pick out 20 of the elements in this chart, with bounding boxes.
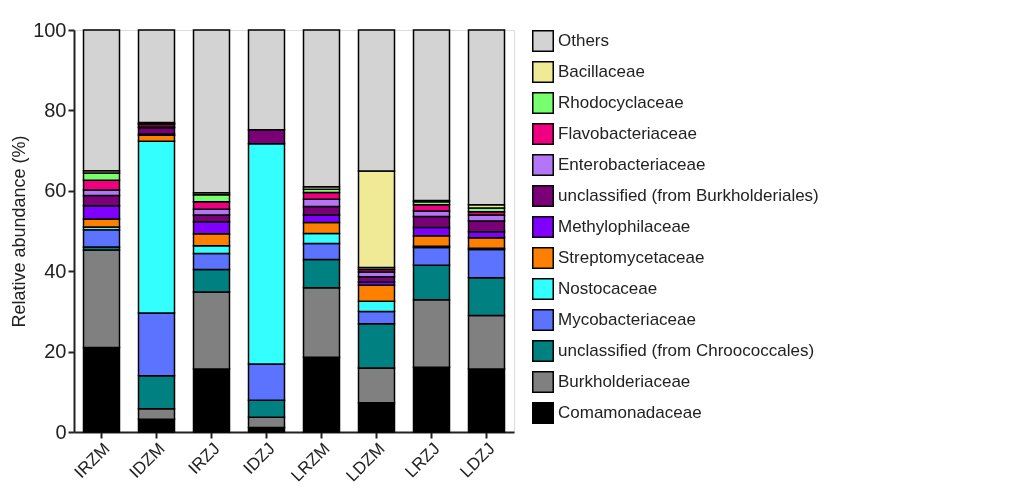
legend-label: Flavobacteriaceae xyxy=(558,124,697,143)
legend-label: Enterobacteriaceae xyxy=(558,155,706,174)
legend-label: unclassified (from Burkholderiales) xyxy=(558,186,819,205)
y-tick-label: 20 xyxy=(44,340,67,363)
legend-label: Mycobacteriaceae xyxy=(558,310,696,329)
y-tick-label: 100 xyxy=(33,18,67,41)
y-tick-label: 80 xyxy=(44,98,67,121)
legend-label: Bacillaceae xyxy=(558,62,645,81)
y-axis-title: Relative abundance (%) xyxy=(9,135,30,328)
legend-label: Rhodocyclaceae xyxy=(558,93,684,112)
legend-label: unclassified (from Chroococcales) xyxy=(558,341,815,360)
y-tick-label: 40 xyxy=(44,259,67,282)
legend-label: Nostocaceae xyxy=(558,279,658,298)
legend-label: Comamonadaceae xyxy=(558,403,702,422)
legend-label: Others xyxy=(558,31,610,50)
legend-label: Streptomycetaceae xyxy=(558,248,705,267)
y-tick-label: 60 xyxy=(44,179,67,202)
legend-label: Burkholderiaceae xyxy=(558,372,691,391)
legend-label: Methylophilaceae xyxy=(558,217,691,236)
y-tick-label: 0 xyxy=(55,420,67,443)
